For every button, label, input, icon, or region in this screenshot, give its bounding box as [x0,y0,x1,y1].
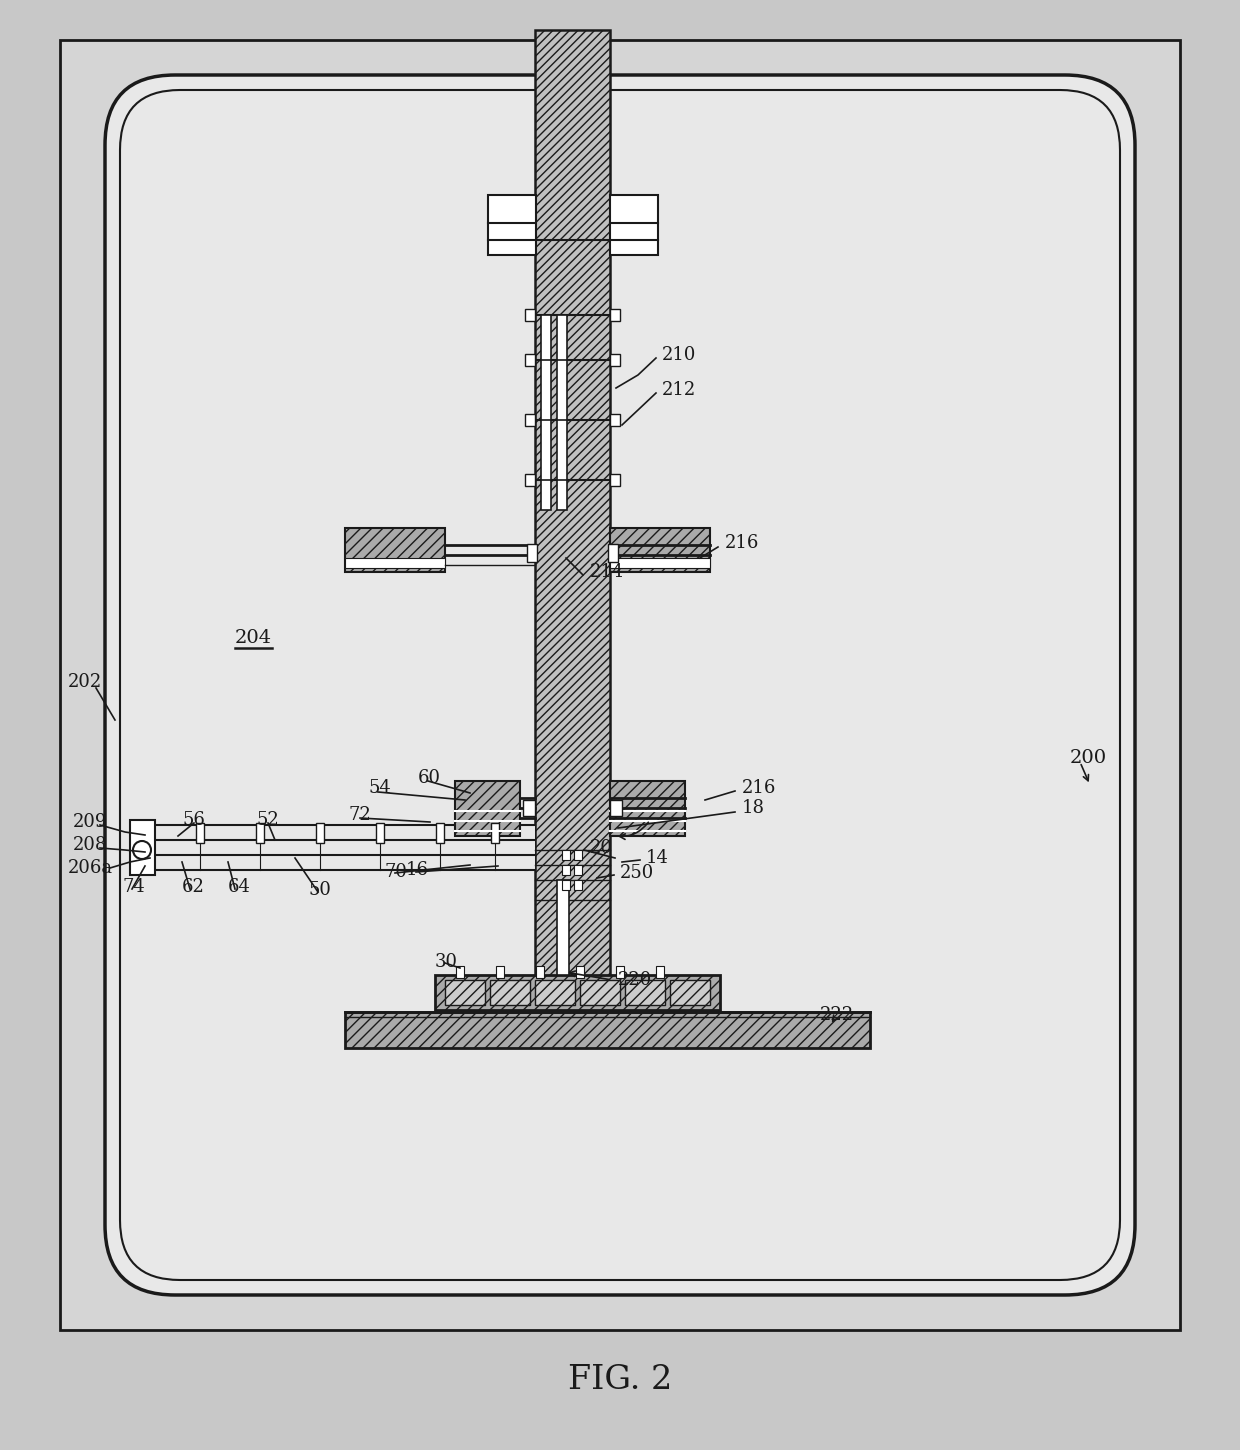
Bar [525,309,534,320]
Text: 62: 62 [182,879,205,896]
Bar [562,866,570,874]
Bar [534,980,575,1005]
Text: 202: 202 [68,673,102,692]
Bar [345,558,445,568]
Text: 74: 74 [122,879,145,896]
Text: 18: 18 [742,799,765,816]
Bar [577,966,584,977]
Text: 212: 212 [662,381,696,399]
Bar [541,315,551,510]
Text: 222: 222 [820,1006,854,1024]
Bar [536,966,544,977]
Bar [610,800,622,816]
Bar [580,980,620,1005]
Text: 210: 210 [662,347,697,364]
Bar [455,782,520,837]
Bar [616,966,624,977]
Text: 60: 60 [418,768,441,787]
Bar [130,821,155,874]
Text: 56: 56 [182,811,205,829]
Text: 16: 16 [405,861,429,879]
Text: 250: 250 [620,864,655,882]
FancyBboxPatch shape [105,75,1135,1295]
Bar [316,824,324,842]
Bar [534,30,610,990]
Bar [525,474,534,486]
Text: 214: 214 [590,563,624,581]
Text: 204: 204 [236,629,272,647]
Text: 206a: 206a [68,858,113,877]
Bar [557,315,567,510]
Text: 72: 72 [348,806,371,824]
Bar [670,980,711,1005]
Text: 220: 220 [618,972,652,989]
Bar [610,782,684,837]
Bar [562,880,570,890]
Bar [456,966,464,977]
Bar [557,880,569,974]
Bar [490,980,529,1005]
Bar [610,354,620,365]
Text: 20: 20 [590,840,613,857]
Bar [345,528,445,571]
Circle shape [133,841,151,858]
Text: FIG. 2: FIG. 2 [568,1364,672,1396]
Bar [574,880,582,890]
Text: 54: 54 [368,779,391,798]
Bar [489,194,536,255]
Text: 208: 208 [73,837,108,854]
Bar [610,194,658,255]
Bar [345,1012,870,1048]
Bar [562,850,570,860]
Bar [656,966,663,977]
Bar [60,41,1180,1330]
Text: 14: 14 [646,850,668,867]
Bar [523,800,534,816]
Bar [610,528,711,571]
Bar [525,415,534,426]
Text: 64: 64 [228,879,250,896]
Text: 70: 70 [384,863,408,882]
Text: 52: 52 [255,811,279,829]
Bar [574,866,582,874]
Bar [527,544,537,563]
Bar [608,544,618,563]
Text: 209: 209 [73,813,108,831]
Bar [376,824,384,842]
Bar [610,415,620,426]
Text: 30: 30 [435,953,458,972]
Text: 216: 216 [725,534,759,552]
Bar [196,824,205,842]
Bar [525,354,534,365]
Bar [625,980,665,1005]
Bar [435,974,720,1011]
Bar [445,980,485,1005]
Bar [436,824,444,842]
Bar [574,850,582,860]
Text: 50: 50 [308,882,331,899]
Bar [610,558,711,568]
Bar [610,309,620,320]
Bar [610,474,620,486]
Bar [130,825,534,870]
Bar [491,824,498,842]
Text: 216: 216 [742,779,776,798]
Bar [255,824,264,842]
Bar [496,966,503,977]
Text: 200: 200 [1070,750,1107,767]
